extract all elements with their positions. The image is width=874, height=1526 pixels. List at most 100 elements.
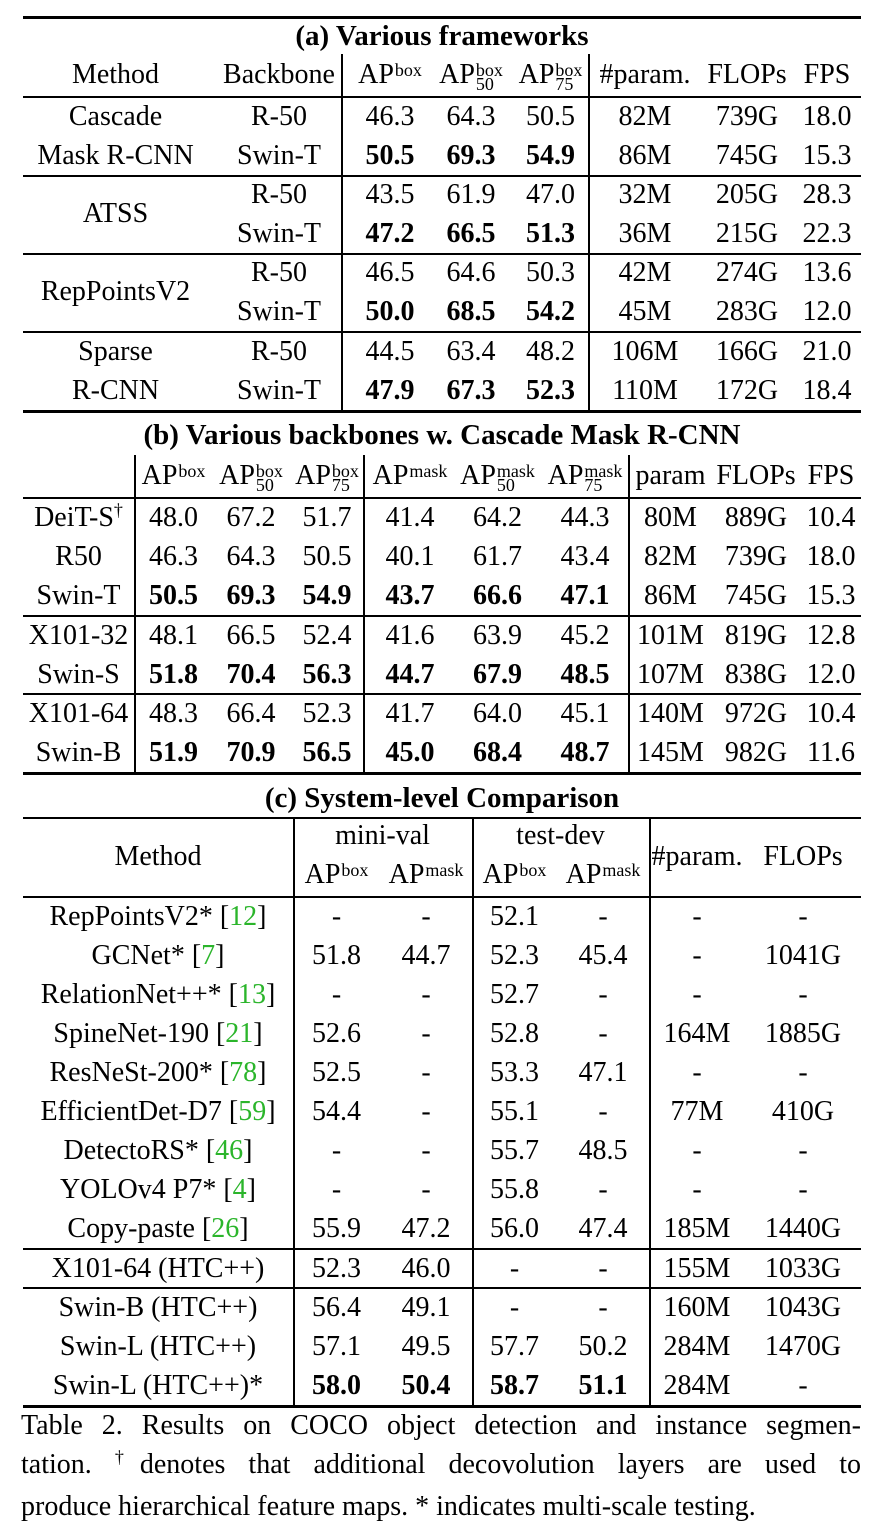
header-ap50-box-text: AP: [219, 460, 255, 491]
citation-link[interactable]: 78: [229, 1057, 258, 1088]
table-c-header-row: AP box AP mask AP box AP mask: [23, 855, 861, 895]
table-b-row: Swin-B 51.9 70.9 56.5 45.0 68.4 48.7 145M 982G 11…: [23, 733, 861, 772]
cell-param: 77M: [670, 1096, 724, 1127]
cell-param: 106M: [611, 336, 679, 367]
cell-flops: 739G: [715, 101, 779, 132]
cell-backbone: R-50: [251, 257, 307, 288]
cell-fps: 18.0: [802, 101, 852, 132]
cell-flops: 1470G: [764, 1331, 842, 1362]
cell-ap-value: -: [331, 1135, 342, 1166]
cell-ap-value: 48.5: [560, 659, 610, 690]
table-b-row: Swin-T 50.5 69.3 54.9 43.7 66.6 47.1 86M 745G 15.…: [23, 576, 861, 615]
cell-param: -: [692, 979, 702, 1010]
cell-ap-value: 52.3: [312, 1253, 361, 1284]
cell-ap-value: 66.6: [473, 580, 522, 611]
cell-ap75: 48.2: [526, 336, 575, 367]
cell-flops: -: [798, 901, 808, 932]
table-b-row: Swin-S 51.8 70.4 56.3 44.7 67.9 48.5 107M 838G 12…: [23, 655, 861, 694]
cell-fps: 22.3: [802, 218, 852, 249]
cell-ap-value: 44.7: [401, 940, 451, 971]
caption-dagger: †: [114, 1447, 140, 1467]
header-testdev-ap-mask-text: AP: [565, 859, 602, 890]
cell-backbone: DeiT-S†: [23, 498, 134, 537]
rule: [23, 253, 861, 255]
header-ap50-mask: AP mask 50: [455, 455, 540, 497]
cell-method: Cascade: [68, 101, 163, 132]
cell-ap-value: 49.5: [401, 1331, 451, 1362]
header-ap75-box-scripts: box 75: [332, 462, 359, 494]
cell-fps: 21.0: [802, 336, 852, 367]
cell-method-atss: ATSS: [82, 198, 149, 229]
table-c-row: ResNeSt-200* [78] 52.5 - 53.3 47.1 - -: [23, 1053, 861, 1092]
cell-ap: 50.0: [365, 296, 415, 327]
cell-ap-value: 43.7: [385, 580, 435, 611]
cell-fps: 12.0: [806, 659, 856, 690]
cell-param: 110M: [612, 375, 678, 406]
citation-link[interactable]: 59: [238, 1096, 267, 1127]
cell-ap-value: 47.4: [578, 1213, 628, 1244]
cell-param: 36M: [618, 218, 672, 249]
cell-fps: 15.3: [802, 140, 852, 171]
cell-method-name: Swin-L (HTC++): [59, 1331, 257, 1362]
caption-line-2: tation. †denotes that additional decovol…: [21, 1445, 861, 1487]
header-ap-mask: AP mask: [365, 455, 455, 497]
cell-method: Swin-L (HTC++)*: [23, 1366, 293, 1405]
table-a-top-rule: [23, 16, 861, 19]
table-a-row: Sparse R-50 44.5 63.4 48.2 106M 166G 21.0: [23, 332, 861, 371]
header-ap75-box-text: AP: [295, 460, 331, 491]
cell-ap-value: 57.1: [312, 1331, 361, 1362]
citation-link[interactable]: 26: [211, 1213, 240, 1244]
rule: [23, 896, 861, 898]
header-flops: FLOPs: [716, 460, 796, 491]
cell-method: RelationNet++* [13]: [23, 975, 293, 1014]
rule: [23, 693, 861, 695]
header-ap50-mask-text: AP: [460, 460, 496, 491]
cell-ap-value: 53.3: [490, 1057, 539, 1088]
header-ap75-box-sup: box: [555, 59, 583, 80]
cell-method: R-CNN: [71, 375, 160, 406]
cell-ap: 50.5: [365, 140, 415, 171]
header-ap75-mask-sup: mask: [584, 460, 623, 481]
cell-param: -: [692, 901, 702, 932]
cell-ap50: 64.3: [446, 101, 496, 132]
cell-ap75: 54.9: [526, 140, 575, 171]
cell-ap-value: 68.4: [473, 737, 522, 768]
header-ap75-mask: AP mask 75: [540, 455, 630, 497]
cell-param: 86M: [618, 140, 672, 171]
header-method: Method: [114, 841, 202, 872]
cell-ap-value: -: [598, 1292, 608, 1323]
citation-link[interactable]: 12: [229, 901, 258, 932]
cell-param: 80M: [644, 502, 697, 533]
citation-link[interactable]: 4: [232, 1174, 247, 1205]
cell-ap-value: 47.2: [401, 1213, 451, 1244]
citation-link[interactable]: 46: [215, 1135, 244, 1166]
cell-method: SpineNet-190 [21]: [23, 1014, 293, 1053]
caption-line-2a: tation.: [21, 1449, 92, 1480]
cell-ap-value: 56.5: [302, 737, 352, 768]
rule: [23, 1287, 861, 1289]
header-ap-box-scripts: box: [395, 61, 422, 91]
cell-ap-value: 43.4: [560, 541, 610, 572]
citation-link[interactable]: 21: [225, 1018, 254, 1049]
header-mini-val: mini-val: [335, 820, 430, 851]
cell-ap-value: 64.2: [473, 502, 522, 533]
cell-method-reppointsv2: RepPointsV2: [40, 276, 191, 307]
cell-backbone-name: X101-32: [28, 620, 129, 651]
rule: [23, 1248, 861, 1250]
cell-flops: 1033G: [764, 1253, 842, 1284]
table-a-row: Swin-T 47.2 66.5 51.3 36M 215G 22.3: [23, 214, 861, 253]
cell-method: Mask R-CNN: [37, 140, 194, 171]
cell-flops: 166G: [715, 336, 779, 367]
citation-link[interactable]: 13: [237, 979, 266, 1010]
cell-backbone-name: Swin-T: [36, 580, 121, 611]
cell-flops: -: [798, 1135, 808, 1166]
cell-fps: 15.3: [806, 580, 856, 611]
cell-ap-value: 45.2: [560, 620, 610, 651]
cell-ap-value: 48.0: [149, 502, 198, 533]
cell-fps: 11.6: [807, 737, 855, 768]
citation-link[interactable]: 7: [201, 940, 216, 971]
table-a-row: Swin-T 50.0 68.5 54.2 45M 283G 12.0: [23, 292, 861, 331]
cell-backbone-name: DeiT-S: [34, 502, 114, 533]
cell-backbone: R-50: [251, 179, 307, 210]
table-a-row: R-CNN Swin-T 47.9 67.3 52.3 110M 172G 18.4: [23, 371, 861, 410]
